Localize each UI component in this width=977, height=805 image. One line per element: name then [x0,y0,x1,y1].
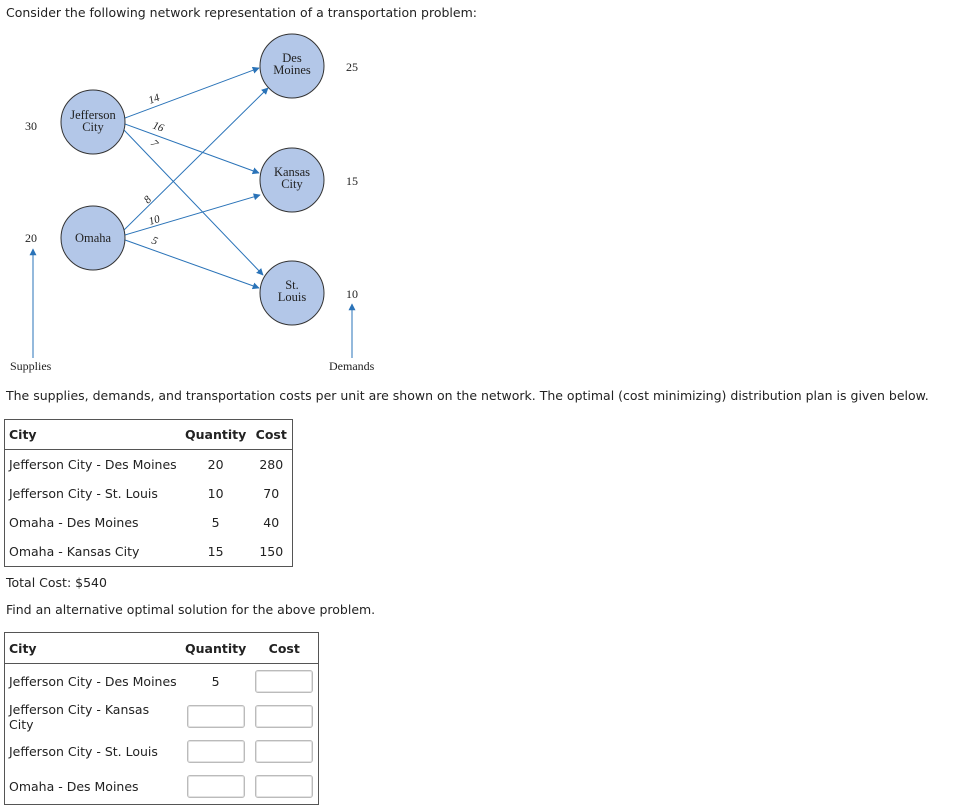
row-city: Jefferson City - St. Louis [9,486,158,501]
row-city: Jefferson City - Kansas City [9,701,150,732]
table-row: Jefferson City - St. Louis 10 70 [5,479,293,508]
arc-om-kc [124,193,261,236]
question-text: Find an alternative optimal solution for… [6,602,376,617]
row-quantity: 5 [211,515,220,530]
header-quantity: Quantity [181,632,251,664]
row-cost: 40 [263,515,280,530]
node-des-moines: Des Moines [259,33,325,99]
arc-jc-sl [123,129,264,276]
node-kansas-city: Kansas City [259,147,325,213]
node-des-moines-label-2: Moines [273,63,311,77]
arc-cost-jc-dm: 14 [147,92,162,107]
alternative-plan-table: City Quantity Cost Jefferson City - Des … [4,632,320,805]
transportation-network-diagram: 14 16 7 8 10 5 Jefferson City Omaha Des … [10,33,375,373]
header-cost: Cost [250,419,293,450]
arc-om-dm [123,87,269,231]
node-st-louis-label-1: St. [285,278,299,292]
demand-des-moines: 25 [346,60,358,74]
row-cost: 280 [259,457,284,472]
demand-kansas-city: 15 [346,174,358,188]
cost-input-jc-kc[interactable] [255,705,314,728]
arc-jc-dm [124,66,260,119]
table-row: Jefferson City - Des Moines 20 280 [5,450,293,480]
header-quantity: Quantity [181,419,251,450]
header-city: City [4,632,181,664]
table-row: Jefferson City - Des Moines 5 [5,664,319,700]
node-omaha: Omaha [60,205,126,271]
table-header-row: City Quantity Cost [4,632,319,664]
arc-cost-om-dm: 8 [142,193,155,206]
row-city: Omaha - Des Moines [9,779,139,794]
row-city: Jefferson City - Des Moines [9,457,177,472]
table-row: Omaha - Des Moines 5 40 [5,508,293,537]
row-quantity: 15 [207,544,224,559]
row-city: Omaha - Des Moines [9,515,139,530]
row-quantity: 20 [207,457,224,472]
node-jefferson-city-label-2: City [82,120,104,134]
node-des-moines-label-1: Des [282,51,302,65]
supplies-label: Supplies [10,359,52,373]
network-description: The supplies, demands, and transportatio… [6,388,929,403]
table-row: Omaha - Kansas City 15 150 [5,537,293,567]
node-jefferson-city-label-1: Jefferson [70,108,116,122]
demand-st-louis: 10 [346,287,358,301]
node-kansas-city-label-1: Kansas [274,165,310,179]
table-row: Jefferson City - St. Louis [5,734,319,769]
optimal-plan-table: City Quantity Cost Jefferson City - Des … [4,419,294,567]
row-cost: 150 [259,544,284,559]
row-city: Omaha - Kansas City [9,544,140,559]
row-cost: 70 [263,486,280,501]
supply-jefferson-city: 30 [25,119,37,133]
row-city: Jefferson City - Des Moines [9,674,177,689]
node-jefferson-city: Jefferson City [60,89,126,155]
table-row: Omaha - Des Moines [5,769,319,805]
arc-om-sl [124,239,260,290]
arc-jc-kc [124,123,260,175]
row-quantity: 5 [211,674,220,689]
arc-cost-jc-kc: 16 [151,120,166,135]
quantity-input-jc-kc[interactable] [186,705,245,728]
row-quantity: 10 [207,486,224,501]
arc-cost-om-sl: 5 [150,235,160,248]
cost-input-om-dm[interactable] [255,775,314,798]
quantity-input-om-dm[interactable] [186,775,245,798]
quantity-input-jc-sl[interactable] [186,740,245,763]
header-city: City [4,419,181,450]
cost-input-jc-sl[interactable] [255,740,314,763]
arc-cost-jc-sl: 7 [148,138,161,151]
total-cost: Total Cost: $540 [6,575,107,590]
intro-text: Consider the following network represent… [6,5,477,20]
demands-label: Demands [329,359,375,373]
node-omaha-label: Omaha [75,231,112,245]
node-kansas-city-label-2: City [281,177,303,191]
arc-cost-om-kc: 10 [147,213,162,228]
header-cost: Cost [250,632,319,664]
table-row: Jefferson City - Kansas City [5,699,319,734]
supply-omaha: 20 [25,231,37,245]
cost-input-jc-dm[interactable] [255,670,314,693]
node-st-louis-label-2: Louis [278,290,307,304]
node-st-louis: St. Louis [259,260,325,326]
table-header-row: City Quantity Cost [4,419,293,450]
row-city: Jefferson City - St. Louis [9,744,158,759]
